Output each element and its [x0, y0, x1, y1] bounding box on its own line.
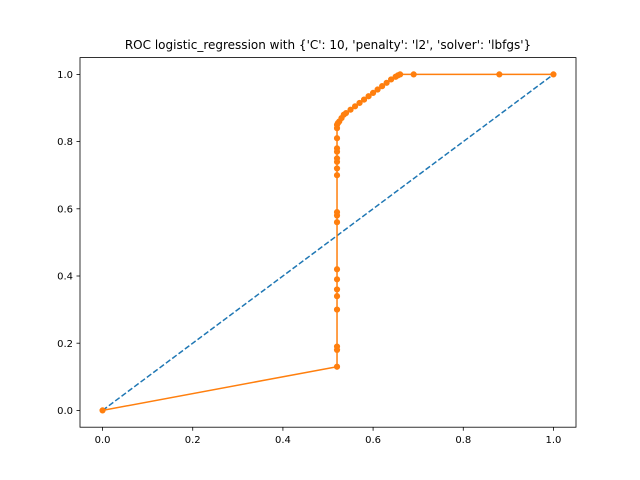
x-tick-label: 0.4: [275, 435, 291, 446]
series-1-point: [333, 306, 341, 313]
series-1-point: [333, 286, 341, 293]
series-1-point: [333, 266, 341, 273]
y-tick-label: 0.2: [57, 339, 73, 350]
series-1-point: [410, 71, 417, 78]
series-1-point: [496, 71, 503, 78]
series-1-point: [333, 172, 341, 179]
series-1-point: [333, 219, 341, 226]
series-1-point: [374, 86, 381, 93]
series-1-point: [333, 343, 341, 350]
y-tick-label: 0.4: [57, 272, 73, 283]
series-1-point: [99, 407, 106, 414]
x-tick-label: 0.6: [365, 435, 381, 446]
series-1-point: [342, 109, 350, 117]
y-tick-label: 0.6: [57, 204, 73, 215]
x-tick-label: 0.0: [95, 435, 111, 446]
series-layer: [99, 71, 557, 414]
series-1-point: [356, 99, 363, 107]
y-tick-label: 0.8: [57, 137, 73, 148]
series-1-point: [333, 155, 341, 162]
series-1-point: [351, 103, 359, 110]
series-1-point: [388, 76, 395, 83]
series-1-point: [333, 135, 341, 142]
y-tick-label: 0.0: [57, 406, 73, 417]
series-1-point: [333, 293, 341, 300]
plot-area-frame: [79, 57, 577, 428]
series-1-point: [347, 106, 354, 113]
chart-title: ROC logistic_regression with {'C': 10, '…: [125, 38, 531, 52]
series-1-point: [397, 71, 404, 78]
series-1-point: [379, 83, 386, 90]
series-1-point: [333, 145, 341, 152]
series-1-point: [369, 89, 377, 96]
series-1-point: [383, 79, 390, 86]
x-tick-label: 0.2: [185, 435, 201, 446]
x-axis: 0.0 0.2 0.4 0.6 0.8 1.0: [95, 427, 562, 446]
y-axis: 0.0 0.2 0.4 0.6 0.8 1.0: [57, 70, 80, 417]
series-1-point: [333, 276, 341, 283]
x-tick-label: 0.8: [455, 435, 471, 446]
series-1-point: [550, 71, 557, 78]
series-1-point: [333, 165, 341, 172]
series-1-point: [365, 93, 372, 100]
y-tick-label: 1.0: [57, 70, 73, 81]
series-0-line: [102, 73, 554, 412]
x-tick-label: 1.0: [546, 435, 562, 446]
series-1-point: [333, 363, 341, 370]
series-1-point: [360, 96, 368, 103]
series-1-point: [333, 209, 341, 216]
